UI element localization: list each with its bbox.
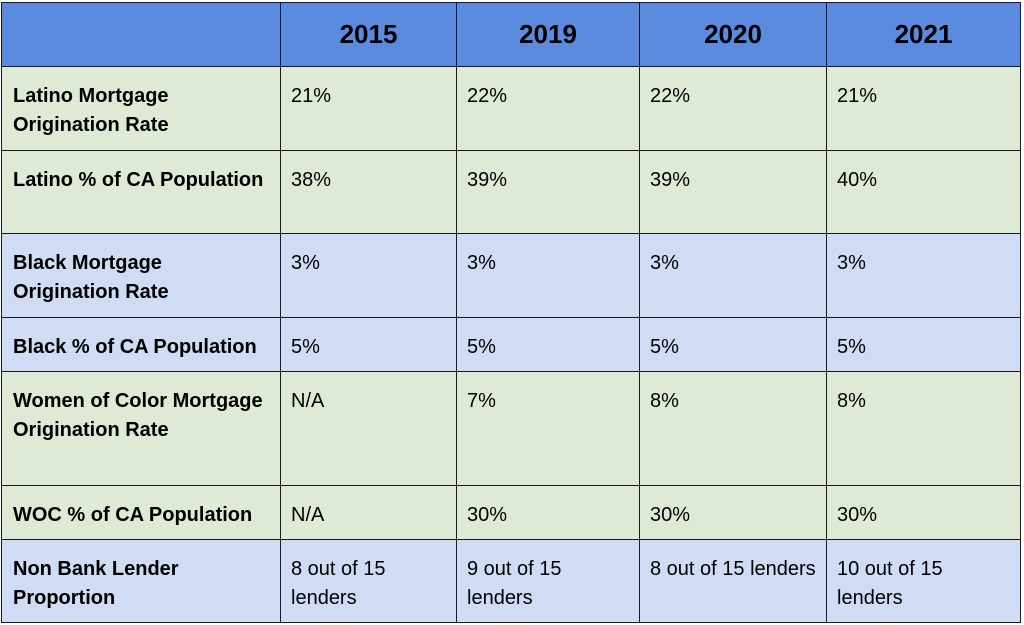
table-cell: 39% (639, 150, 827, 234)
header-cell-2021: 2021 (826, 2, 1021, 67)
header-cell-2015: 2015 (280, 2, 457, 67)
header-cell-2019: 2019 (456, 2, 640, 67)
table-cell: 40% (826, 150, 1021, 234)
row-label: WOC % of CA Population (1, 485, 281, 540)
table-cell: 22% (639, 66, 827, 151)
table-cell: 38% (280, 150, 457, 234)
table-row: Non Bank Lender Proportion 8 out of 15 l… (1, 539, 1021, 623)
table-cell: 3% (456, 233, 640, 318)
table-cell: 3% (639, 233, 827, 318)
table-cell: 8 out of 15 lenders (639, 539, 827, 623)
table-cell: N/A (280, 485, 457, 540)
row-label: Black Mortgage Origination Rate (1, 233, 281, 318)
table-row: WOC % of CA Population N/A 30% 30% 30% (1, 485, 1021, 540)
table-cell: 22% (456, 66, 640, 151)
table-cell: 30% (456, 485, 640, 540)
table-row: Women of Color Mortgage Origination Rate… (1, 371, 1021, 486)
table-cell: N/A (280, 371, 457, 486)
table-cell: 5% (456, 317, 640, 372)
header-row: 2015 2019 2020 2021 (1, 2, 1021, 67)
row-label: Women of Color Mortgage Origination Rate (1, 371, 281, 486)
table-cell: 5% (826, 317, 1021, 372)
row-label: Latino Mortgage Origination Rate (1, 66, 281, 151)
table-cell: 39% (456, 150, 640, 234)
table-cell: 8% (639, 371, 827, 486)
table-row: Black Mortgage Origination Rate 3% 3% 3%… (1, 233, 1021, 318)
table-cell: 9 out of 15 lenders (456, 539, 640, 623)
table-cell: 3% (280, 233, 457, 318)
table-cell: 8 out of 15 lenders (280, 539, 457, 623)
table-cell: 5% (639, 317, 827, 372)
table-cell: 8% (826, 371, 1021, 486)
row-label: Latino % of CA Population (1, 150, 281, 234)
header-cell-corner (1, 2, 281, 67)
table-cell: 10 out of 15 lenders (826, 539, 1021, 623)
table-cell: 5% (280, 317, 457, 372)
table-cell: 30% (639, 485, 827, 540)
row-label: Non Bank Lender Proportion (1, 539, 281, 623)
table-cell: 7% (456, 371, 640, 486)
row-label: Black % of CA Population (1, 317, 281, 372)
table-row: Latino Mortgage Origination Rate 21% 22%… (1, 66, 1021, 151)
table-cell: 21% (826, 66, 1021, 151)
table-row: Latino % of CA Population 38% 39% 39% 40… (1, 150, 1021, 234)
header-cell-2020: 2020 (639, 2, 827, 67)
table-cell: 21% (280, 66, 457, 151)
table-cell: 3% (826, 233, 1021, 318)
table-cell: 30% (826, 485, 1021, 540)
table-row: Black % of CA Population 5% 5% 5% 5% (1, 317, 1021, 372)
